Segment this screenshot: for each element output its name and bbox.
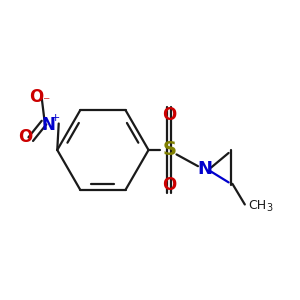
Text: N: N	[197, 160, 212, 178]
Text: ⁻: ⁻	[42, 95, 49, 109]
Text: +: +	[51, 112, 61, 123]
Text: O: O	[18, 128, 32, 146]
Text: S: S	[162, 140, 176, 160]
Text: 3: 3	[266, 203, 272, 213]
Text: CH: CH	[249, 200, 267, 212]
Text: O: O	[162, 176, 176, 194]
Text: N: N	[41, 116, 56, 134]
Text: O: O	[162, 106, 176, 124]
Text: O: O	[29, 88, 44, 106]
